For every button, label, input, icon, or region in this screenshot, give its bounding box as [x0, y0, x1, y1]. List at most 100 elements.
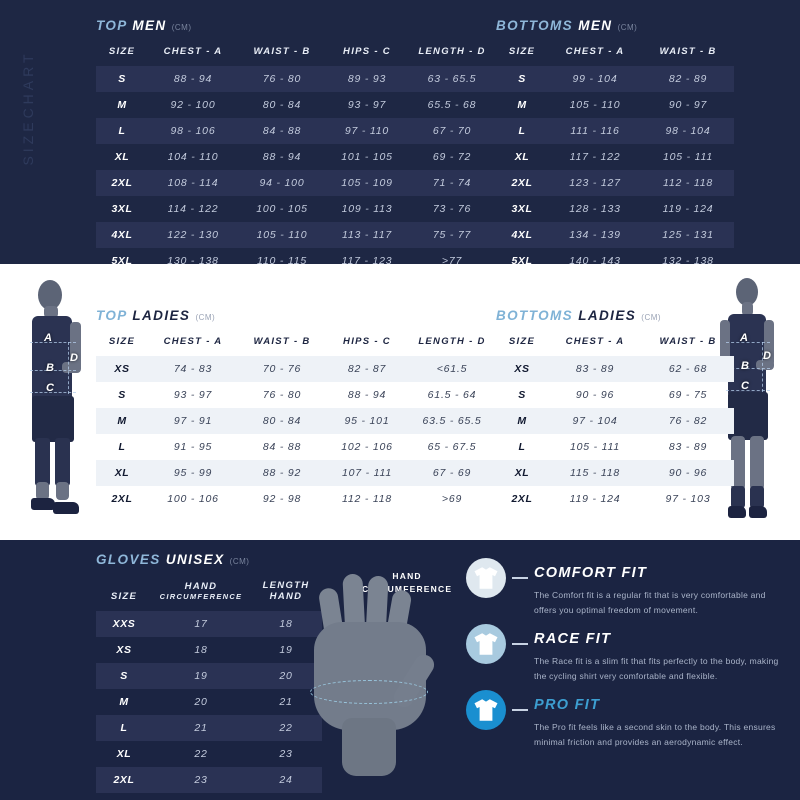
size-cell: 5XL: [111, 255, 133, 267]
title-units: (CM): [229, 557, 250, 566]
measurement-cell: 114 - 122: [167, 203, 219, 215]
measurement-cell: 125 - 131: [642, 222, 734, 248]
measurement-cell: 24: [152, 793, 250, 800]
title-primary: GLOVES: [96, 552, 161, 567]
measurement-cell: 128 - 133: [569, 203, 621, 215]
measurement-cell: 90 - 97: [668, 99, 708, 111]
tshirt-icon: [474, 699, 498, 721]
measurement-cell: 65 - 67.5: [427, 441, 477, 453]
table-title-top-men: TOP MEN (CM): [96, 18, 496, 33]
size-table: SIZE CHEST - A WAIST - B S 99 - 104 82 - 89 M 1…: [496, 42, 734, 274]
measurement-cell: 20: [194, 696, 208, 708]
size-cell: 3XL: [96, 793, 152, 800]
table-gloves-unisex: GLOVES UNISEX (CM) SIZE HAND CIRCUMFERENCE…: [96, 552, 322, 800]
table-row: 5XL 130 - 138 110 - 115 117 - 123 >77: [96, 248, 496, 274]
fit-title-race-fit: RACE FIT: [534, 631, 612, 647]
column-header: SIZE: [508, 336, 536, 347]
column-header: SIZE: [508, 46, 536, 57]
fit-description-race-fit: The Race fit is a slim fit that fits per…: [534, 656, 779, 681]
size-cell: L: [118, 441, 126, 453]
measurement-cell: 92 - 98: [262, 493, 302, 505]
column-header: HAND CIRCUMFERENCE: [159, 581, 243, 601]
title-secondary: LADIES: [132, 308, 191, 323]
measurement-cell: 23: [152, 767, 250, 793]
column-header: CHEST - A: [163, 336, 223, 347]
table-row: L 21 22: [96, 715, 322, 741]
measurement-cell: 102 - 106: [341, 441, 393, 453]
size-cell: 2XL: [511, 493, 533, 505]
column-header: WAIST - B: [659, 46, 717, 57]
column-header: CHEST - A: [565, 46, 625, 57]
size-cell: L: [518, 441, 526, 453]
fit-connector-dash: [512, 709, 528, 711]
column-header: SIZE: [108, 46, 136, 57]
column-header: HIPS - C: [343, 336, 391, 347]
measurement-cell: 63.5 - 65.5: [408, 408, 496, 434]
table-row: 2XL 108 - 114 94 - 100 105 - 109 71 - 74: [96, 170, 496, 196]
measurement-cell: 95 - 99: [148, 460, 238, 486]
measurement-cell: 134 - 139: [548, 222, 642, 248]
measure-letter-a: A: [44, 332, 52, 344]
measurement-cell: 63 - 65.5: [408, 66, 496, 92]
column-header: CHEST - A: [163, 46, 223, 57]
size-cell: M: [119, 696, 129, 708]
measurement-cell: 70 - 76: [238, 356, 326, 382]
size-cell: XS: [496, 356, 548, 382]
size-cell: 4XL: [496, 222, 548, 248]
size-cell: M: [496, 408, 548, 434]
hand-diagram: HAND CIRCUMFERENCE: [300, 560, 470, 796]
table-row: L 111 - 116 98 - 104: [496, 118, 734, 144]
measurement-cell: 88 - 92: [238, 460, 326, 486]
measurement-cell: 67 - 69: [408, 460, 496, 486]
title-secondary: LADIES: [578, 308, 637, 323]
measurement-cell: 117 - 123: [341, 255, 393, 267]
fit-title-comfort-fit: COMFORT FIT: [534, 565, 648, 581]
size-cell: S: [96, 66, 148, 92]
measure-letter-c: C: [46, 382, 54, 394]
measurement-cell: 90 - 96: [642, 460, 734, 486]
table-row: 3XL2425: [96, 793, 322, 800]
measurement-cell: 101 - 105: [341, 151, 393, 163]
size-cell: L: [96, 118, 148, 144]
table-row: XL 104 - 110 88 - 94 101 - 105 69 - 72: [96, 144, 496, 170]
hand-wrist: [342, 718, 396, 776]
table-title-bottoms-ladies: BOTTOMS LADIES (CM): [496, 308, 734, 323]
size-cell: XL: [496, 460, 548, 486]
table-bottoms-ladies: BOTTOMS LADIES (CM) SIZE CHEST - A WAIST -…: [496, 308, 734, 512]
measurement-cell: 83 - 89: [548, 356, 642, 382]
table-bottoms-men: BOTTOMS MEN (CM) SIZE CHEST - A WAIST - B S…: [496, 18, 734, 274]
measurement-cell: 97 - 103: [665, 493, 711, 505]
measurement-cell: 108 - 114: [148, 170, 238, 196]
measurement-cell: 24: [250, 767, 322, 793]
size-cell: S: [118, 389, 126, 401]
table-row: 5XL 140 - 143 132 - 138: [496, 248, 734, 274]
table-row: S 88 - 94 76 - 80 89 - 93 63 - 65.5: [96, 66, 496, 92]
measurement-cell: 88 - 94: [347, 389, 387, 401]
title-secondary: MEN: [578, 18, 613, 33]
measurement-cell: 117 - 122: [569, 151, 621, 163]
size-table: SIZE CHEST - A WAIST - B XS 83 - 89 62 - 68 S 9…: [496, 332, 734, 512]
measurement-cell: 113 - 117: [326, 222, 408, 248]
measurement-cell: 71 - 74: [408, 170, 496, 196]
size-table: SIZE CHEST - A WAIST - B HIPS - C LENGTH - D…: [96, 42, 496, 274]
measurement-cell: 17: [152, 611, 250, 637]
page-title-vertical: SIZECHART: [20, 50, 36, 166]
size-cell: 2XL: [96, 170, 148, 196]
measurement-cell: 93 - 97: [347, 99, 387, 111]
table-row: L 91 - 95 84 - 88 102 - 106 65 - 67.5: [96, 434, 496, 460]
measurement-cell: >69: [441, 493, 463, 505]
table-row: 3XL 128 - 133 119 - 124: [496, 196, 734, 222]
table-row: 2XL 23 24: [96, 767, 322, 793]
measurement-cell: 82 - 87: [326, 356, 408, 382]
model-figure-men: A B C D: [8, 276, 100, 534]
measurement-cell: 19: [152, 663, 250, 689]
measurement-cell: 83 - 89: [668, 441, 708, 453]
table-row: XS 74 - 83 70 - 76 82 - 87 <61.5: [96, 356, 496, 382]
measurement-cell: 105 - 111: [569, 441, 620, 453]
measurement-cell: 92 - 100: [170, 99, 216, 111]
measurement-cell: 82 - 89: [642, 66, 734, 92]
measurement-cell: 18: [194, 644, 208, 656]
title-units: (CM): [171, 23, 192, 32]
measurement-cell: 74 - 83: [148, 356, 238, 382]
